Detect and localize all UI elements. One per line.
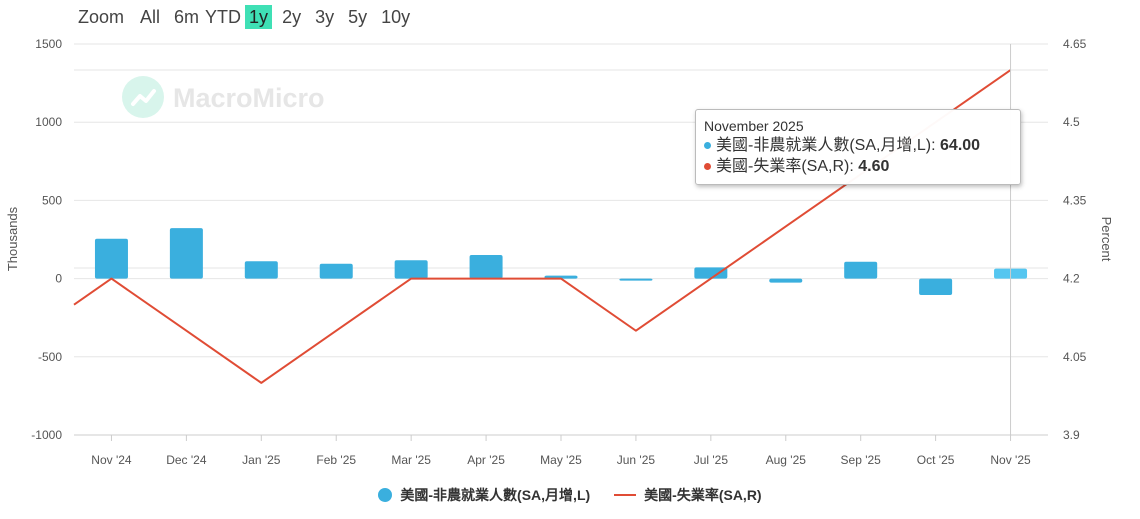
chart: MacroMicro 1500 1000 500 0 -500 -1000 4.65 4.5…	[5, 37, 1114, 467]
bar[interactable]	[394, 260, 428, 279]
x-tick-label: Aug '25	[766, 453, 807, 467]
x-tick-label: Nov '24	[91, 453, 132, 467]
left-tick-label: 1000	[35, 115, 62, 129]
legend: 美國-非農就業人數(SA,月增,L) 美國-失業率(SA,R)	[0, 485, 1140, 505]
right-tick-label: 3.9	[1063, 428, 1080, 442]
bar[interactable]	[919, 278, 953, 296]
right-axis-title: Percent	[1099, 217, 1114, 262]
x-tick-label: Mar '25	[391, 453, 431, 467]
bar[interactable]	[694, 267, 728, 279]
zoom-ytd-button[interactable]: YTD	[205, 7, 242, 27]
x-tick-label: May '25	[540, 453, 582, 467]
right-axis: 4.65 4.5 4.35 4.2 4.05 3.9	[1063, 37, 1087, 442]
bar[interactable]	[769, 278, 803, 283]
bar[interactable]	[619, 278, 653, 281]
zoom-6m-button[interactable]: 6m	[174, 7, 200, 27]
tooltip-value: 64.00	[940, 137, 981, 154]
x-tick-label: Nov '25	[990, 453, 1031, 467]
zoom-label: Zoom	[78, 6, 125, 27]
tooltip: November 2025 美國-非農就業人數(SA,月增,L): 64.00 …	[695, 109, 1021, 185]
bar[interactable]	[169, 228, 203, 279]
zoom-10y-button[interactable]: 10y	[381, 7, 411, 27]
legend-label: 美國-非農就業人數(SA,月增,L)	[400, 487, 591, 503]
tooltip-title: November 2025	[704, 118, 804, 134]
right-tick-label: 4.65	[1063, 37, 1087, 51]
left-tick-label: -1000	[31, 428, 62, 442]
x-tick-label: Sep '25	[841, 453, 882, 467]
bar[interactable]	[244, 261, 278, 279]
right-tick-label: 4.5	[1063, 115, 1080, 129]
x-tick-label: Oct '25	[917, 453, 955, 467]
legend-line-icon	[614, 494, 637, 496]
x-tick-label: Jul '25	[694, 453, 729, 467]
bar[interactable]	[844, 261, 878, 279]
zoom-3y-button[interactable]: 3y	[315, 7, 335, 27]
x-tick-label: Feb '25	[316, 453, 356, 467]
left-tick-label: 500	[42, 193, 62, 207]
x-tick-label: Jun '25	[617, 453, 656, 467]
tooltip-row-unemployment: 美國-失業率(SA,R): 4.60	[704, 156, 1012, 177]
bar-series-dot-icon	[704, 142, 711, 150]
zoom-bar: Zoom All 6m YTD 1y 2y 3y 5y 10y	[78, 4, 420, 30]
left-tick-label: 1500	[35, 37, 62, 51]
line-series-dot-icon	[704, 163, 711, 171]
zoom-all-button[interactable]: All	[140, 7, 161, 27]
left-tick-label: 0	[55, 272, 62, 286]
left-tick-label: -500	[38, 350, 62, 364]
legend-circle-icon	[378, 488, 393, 502]
bar[interactable]	[319, 263, 353, 279]
legend-item-unemployment[interactable]: 美國-失業率(SA,R)	[614, 485, 762, 505]
x-axis: Nov '24 Dec '24 Jan '25 Feb '25 Mar '25 Apr '…	[74, 434, 1048, 467]
tooltip-row-payrolls: 美國-非農就業人數(SA,月增,L): 64.00	[704, 135, 1012, 156]
left-axis-title: Thousands	[5, 206, 20, 271]
left-axis: 1500 1000 500 0 -500 -1000	[31, 37, 62, 442]
legend-label: 美國-失業率(SA,R)	[644, 487, 762, 503]
tooltip-label: 美國-非農就業人數(SA,月增,L)	[716, 137, 932, 154]
tooltip-value: 4.60	[858, 158, 890, 175]
bar[interactable]	[94, 238, 128, 279]
x-tick-label: Apr '25	[467, 453, 505, 467]
tooltip-label: 美國-失業率(SA,R)	[716, 158, 850, 175]
bar[interactable]	[469, 254, 503, 279]
right-tick-label: 4.05	[1063, 350, 1087, 364]
zoom-2y-button[interactable]: 2y	[282, 7, 302, 27]
macromicro-logo: MacroMicro	[122, 76, 325, 118]
zoom-1y-button[interactable]: 1y	[245, 5, 273, 29]
x-tick-label: Dec '24	[166, 453, 207, 467]
x-tick-label: Jan '25	[242, 453, 281, 467]
right-tick-label: 4.2	[1063, 272, 1080, 286]
zoom-5y-button[interactable]: 5y	[348, 7, 368, 27]
legend-item-payrolls[interactable]: 美國-非農就業人數(SA,月增,L)	[378, 485, 590, 505]
bar-series	[94, 228, 1028, 296]
right-tick-label: 4.35	[1063, 193, 1087, 207]
watermark-text: MacroMicro	[173, 83, 325, 113]
